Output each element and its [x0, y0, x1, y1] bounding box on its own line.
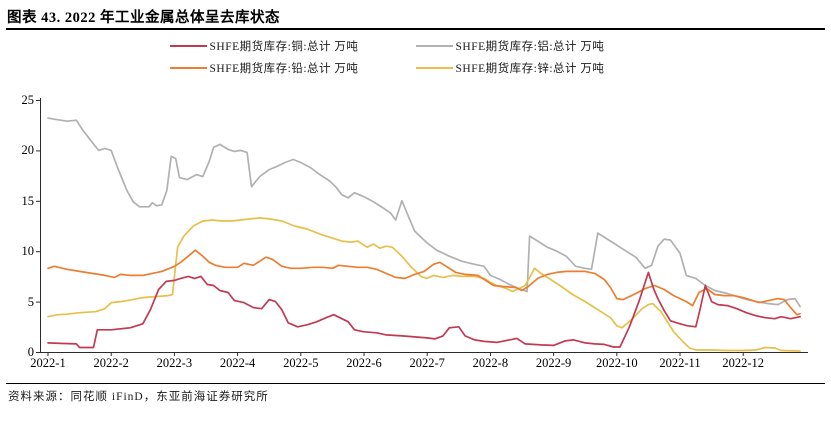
x-axis-tick-label: 2022-1 [30, 356, 66, 370]
legend-swatch-copper [169, 45, 207, 47]
legend-item-zinc: SHFE期货库存:锌:总计 万吨 [415, 60, 662, 76]
legend-swatch-aluminum [415, 45, 453, 47]
legend-item-copper: SHFE期货库存:铜:总计 万吨 [169, 38, 416, 54]
source-note: 资料来源：同花顺 iFinD，东亚前海证券研究所 [8, 391, 269, 403]
legend-item-aluminum: SHFE期货库存:铝:总计 万吨 [415, 38, 662, 54]
y-axis-tick-label: 20 [21, 143, 35, 158]
y-axis-tick-label: 0 [27, 345, 34, 359]
x-axis-tick-label: 2022-6 [346, 356, 382, 370]
legend-label-zinc: SHFE期货库存:锌:总计 万吨 [455, 63, 605, 75]
x-axis-tick-label: 2022-4 [219, 356, 256, 370]
footer-rule [6, 383, 825, 384]
chart-legend: SHFE期货库存:铜:总计 万吨 SHFE期货库存:铝:总计 万吨 SHFE期货库存… [0, 38, 831, 76]
x-axis-tick-label: 2022-12 [722, 356, 765, 370]
y-axis-tick-label: 15 [21, 193, 35, 208]
x-axis-tick-label: 2022-5 [283, 356, 319, 370]
y-axis-tick-label: 5 [27, 294, 34, 309]
series-line-zinc [47, 217, 801, 352]
x-axis-tick-label: 2022-3 [156, 356, 193, 370]
legend-label-aluminum: SHFE期货库存:铝:总计 万吨 [455, 41, 605, 53]
legend-item-lead: SHFE期货库存:铅:总计 万吨 [169, 60, 416, 76]
legend-label-lead: SHFE期货库存:铅:总计 万吨 [209, 63, 359, 75]
x-axis-tick-label: 2022-10 [595, 356, 638, 370]
legend-swatch-lead [169, 67, 207, 69]
legend-swatch-zinc [415, 67, 453, 69]
y-axis-tick-label: 25 [21, 93, 35, 107]
y-axis-tick-label: 10 [21, 244, 35, 259]
figure-title: 图表 43. 2022 年工业金属总体呈去库状态 [7, 10, 280, 26]
title-rule [6, 28, 825, 30]
series-line-copper [47, 271, 801, 349]
legend-row: SHFE期货库存:铜:总计 万吨 SHFE期货库存:铝:总计 万吨 [169, 38, 662, 54]
series-line-lead [47, 249, 801, 316]
x-axis-tick-label: 2022-8 [472, 356, 509, 370]
x-axis-tick-label: 2022-11 [659, 356, 701, 370]
x-axis-tick-label: 2022-2 [93, 356, 129, 370]
legend-row: SHFE期货库存:铅:总计 万吨 SHFE期货库存:锌:总计 万吨 [169, 60, 662, 76]
x-axis-tick-label: 2022-7 [409, 356, 445, 370]
series-line-aluminum [47, 117, 801, 308]
legend-label-copper: SHFE期货库存:铜:总计 万吨 [209, 41, 359, 53]
x-axis-tick-label: 2022-9 [535, 356, 572, 370]
